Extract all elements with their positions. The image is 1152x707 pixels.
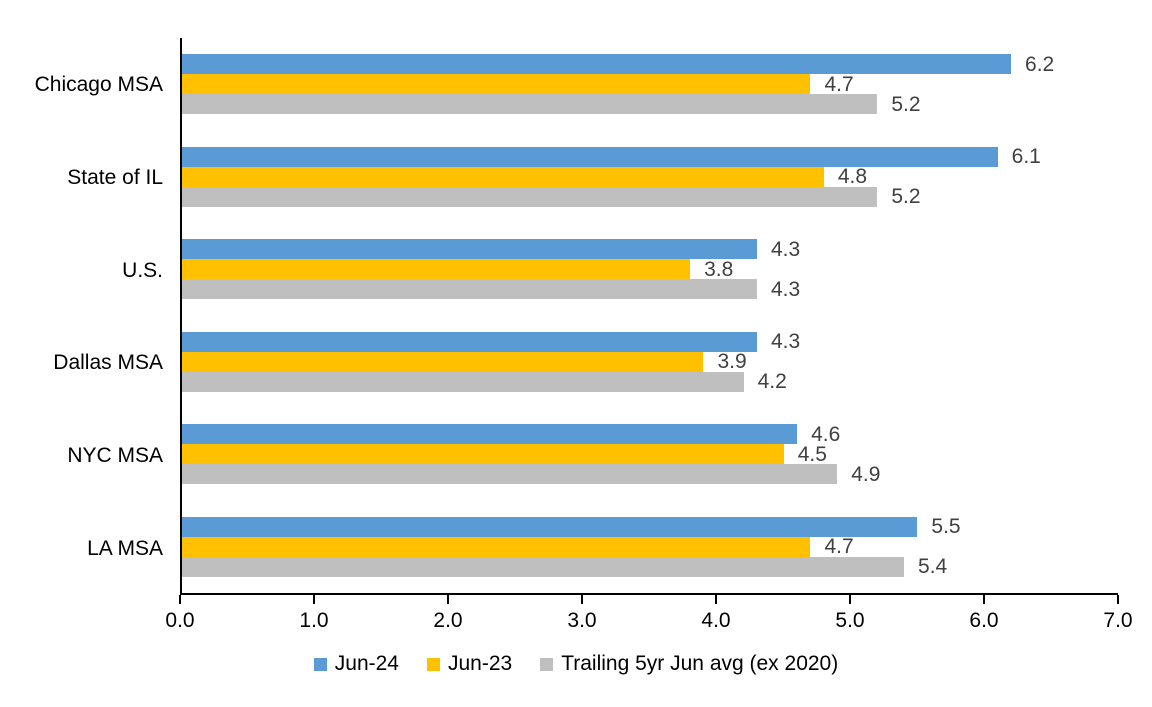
- bar-group: 6.2 4.7 5.2: [182, 52, 1118, 116]
- bar-jun-24: [182, 239, 757, 260]
- legend-swatch-icon: [426, 657, 440, 671]
- bar-row: 4.7: [182, 535, 1118, 559]
- legend: Jun-24 Jun-23 Trailing 5yr Jun avg (ex 202…: [0, 652, 1152, 676]
- category-label: Chicago MSA: [34, 72, 163, 96]
- legend-item: Jun-23: [426, 652, 513, 676]
- bar-value-label: 3.9: [717, 350, 747, 374]
- bar-row: 4.6: [182, 422, 1118, 446]
- bar-groups: 6.2 4.7 5.2 6.1 4.8 5.2 4.3 3.8 4.3 4.3 3.9 4.2 4.6 4…: [182, 38, 1118, 593]
- legend-label: Jun-23: [447, 652, 513, 675]
- bar-trailing-5yr-jun-avg-ex-2020-: [182, 94, 878, 115]
- x-tick-mark: [179, 595, 181, 604]
- bar-trailing-5yr-jun-avg-ex-2020-: [182, 464, 838, 485]
- plot-area: 6.2 4.7 5.2 6.1 4.8 5.2 4.3 3.8 4.3 4.3 3.9 4.2 4.6 4…: [180, 38, 1118, 595]
- bar-value-label: 4.8: [837, 165, 868, 189]
- x-tick-label: 2.0: [433, 609, 463, 632]
- bar-jun-23: [182, 351, 704, 372]
- bar-value-label: 4.9: [851, 462, 881, 486]
- legend-label: Jun-24: [334, 652, 399, 675]
- bar-value-label: 5.4: [918, 555, 948, 579]
- bar-group: 5.5 4.7 5.4: [182, 515, 1118, 579]
- x-tick-mark: [313, 595, 315, 604]
- category-label: LA MSA: [87, 537, 163, 560]
- bar-value-label: 4.3: [770, 237, 801, 261]
- bar-value-label: 5.2: [891, 185, 921, 209]
- legend-label: Trailing 5yr Jun avg (ex 2020): [561, 652, 839, 675]
- bar-value-label: 4.7: [824, 535, 854, 559]
- bar-row: 3.8: [182, 257, 1118, 281]
- bar-row: 4.5: [182, 442, 1118, 466]
- bar-jun-23: [182, 166, 824, 187]
- bar-value-label: 4.3: [770, 330, 801, 354]
- bar-row: 4.2: [182, 370, 1118, 394]
- x-tick-label: 7.0: [1103, 609, 1133, 632]
- x-tick-mark: [983, 595, 985, 604]
- x-axis-ticks: 0.0 1.0 2.0 3.0 4.0 5.0 6.0 7.0: [165, 595, 1133, 635]
- bar-group: 4.3 3.8 4.3: [182, 237, 1118, 301]
- bar-trailing-5yr-jun-avg-ex-2020-: [182, 371, 744, 392]
- x-tick-label: 3.0: [567, 609, 597, 632]
- bar-value-label: 4.7: [824, 72, 854, 96]
- bar-value-label: 3.8: [704, 257, 734, 281]
- bar-value-label: 5.5: [931, 515, 961, 539]
- bar-jun-23: [182, 444, 784, 465]
- bar-row: 5.2: [182, 185, 1118, 209]
- x-tick-label: 0.0: [165, 609, 195, 632]
- bar-group: 6.1 4.8 5.2: [182, 145, 1118, 209]
- x-tick-mark: [447, 595, 449, 604]
- bar-jun-24: [182, 424, 798, 445]
- bar-jun-24: [182, 54, 1012, 75]
- bar-value-label: 4.5: [797, 442, 827, 466]
- x-tick-label: 5.0: [835, 609, 865, 632]
- bar-row: 4.7: [182, 72, 1118, 96]
- x-tick-label: 6.0: [969, 609, 999, 632]
- x-tick-mark: [1117, 595, 1119, 604]
- category-label: U.S.: [122, 258, 163, 282]
- bar-value-label: 5.2: [891, 92, 921, 116]
- bar-value-label: 4.2: [757, 370, 787, 394]
- bar-row: 5.4: [182, 555, 1118, 579]
- bar-row: 4.3: [182, 237, 1118, 261]
- bar-trailing-5yr-jun-avg-ex-2020-: [182, 186, 878, 207]
- x-tick-label: 1.0: [299, 609, 329, 632]
- bar-row: 4.8: [182, 165, 1118, 189]
- bar-trailing-5yr-jun-avg-ex-2020-: [182, 279, 757, 300]
- legend-item: Jun-24: [313, 652, 399, 676]
- bar-row: 4.3: [182, 277, 1118, 301]
- bar-row: 4.3: [182, 330, 1118, 354]
- bar-value-label: 6.1: [1011, 145, 1041, 169]
- bar-jun-23: [182, 259, 691, 280]
- bar-row: 3.9: [182, 350, 1118, 374]
- bar-jun-23: [182, 74, 811, 95]
- bar-row: 5.5: [182, 515, 1118, 539]
- x-tick-mark: [581, 595, 583, 604]
- bar-row: 4.9: [182, 462, 1118, 486]
- bar-group: 4.6 4.5 4.9: [182, 422, 1118, 486]
- bar-row: 6.1: [182, 145, 1118, 169]
- x-tick-label: 4.0: [701, 609, 731, 632]
- category-labels: Chicago MSA State of IL U.S. Dallas MSA NYC …: [0, 38, 163, 595]
- legend-swatch-icon: [540, 657, 554, 671]
- category-label: NYC MSA: [67, 444, 163, 468]
- bar-trailing-5yr-jun-avg-ex-2020-: [182, 556, 905, 577]
- bar-row: 5.2: [182, 92, 1118, 116]
- category-label: State of IL: [67, 165, 163, 189]
- bar-jun-24: [182, 331, 757, 352]
- bar-jun-24: [182, 146, 998, 167]
- legend-swatch-icon: [313, 657, 327, 671]
- bar-group: 4.3 3.9 4.2: [182, 330, 1118, 394]
- legend-item: Trailing 5yr Jun avg (ex 2020): [540, 652, 838, 676]
- x-tick-mark: [849, 595, 851, 604]
- bar-value-label: 4.6: [811, 422, 841, 446]
- bar-jun-24: [182, 516, 918, 537]
- bar-value-label: 4.3: [770, 277, 801, 301]
- bar-value-label: 6.2: [1025, 52, 1055, 76]
- bar-jun-23: [182, 536, 811, 557]
- category-label: Dallas MSA: [53, 351, 163, 375]
- bar-row: 6.2: [182, 52, 1118, 76]
- x-tick-mark: [715, 595, 717, 604]
